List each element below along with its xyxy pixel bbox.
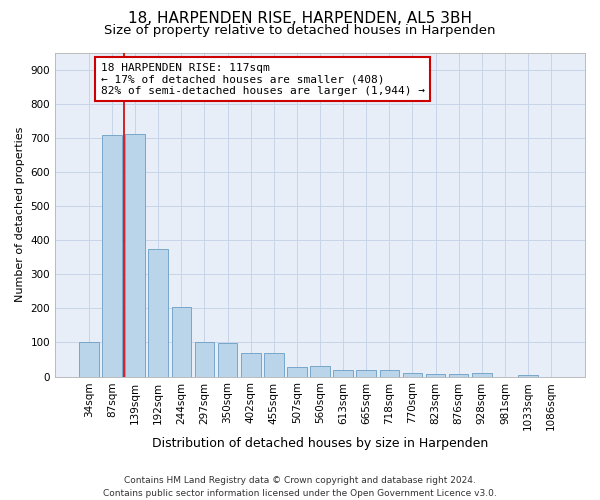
Bar xyxy=(148,248,168,376)
Bar xyxy=(241,352,260,376)
Bar xyxy=(218,343,238,376)
Text: Contains HM Land Registry data © Crown copyright and database right 2024.
Contai: Contains HM Land Registry data © Crown c… xyxy=(103,476,497,498)
Bar xyxy=(449,374,469,376)
Bar xyxy=(102,136,122,376)
Bar xyxy=(356,370,376,376)
Bar xyxy=(472,373,491,376)
Bar xyxy=(172,306,191,376)
Bar xyxy=(403,373,422,376)
Text: 18, HARPENDEN RISE, HARPENDEN, AL5 3BH: 18, HARPENDEN RISE, HARPENDEN, AL5 3BH xyxy=(128,11,472,26)
Bar xyxy=(334,370,353,376)
Bar xyxy=(426,374,445,376)
Bar xyxy=(380,370,399,376)
Bar xyxy=(194,342,214,376)
X-axis label: Distribution of detached houses by size in Harpenden: Distribution of detached houses by size … xyxy=(152,437,488,450)
Y-axis label: Number of detached properties: Number of detached properties xyxy=(15,127,25,302)
Text: 18 HARPENDEN RISE: 117sqm
← 17% of detached houses are smaller (408)
82% of semi: 18 HARPENDEN RISE: 117sqm ← 17% of detac… xyxy=(101,62,425,96)
Bar xyxy=(518,375,538,376)
Bar xyxy=(264,352,284,376)
Text: Size of property relative to detached houses in Harpenden: Size of property relative to detached ho… xyxy=(104,24,496,37)
Bar xyxy=(79,342,99,376)
Bar xyxy=(125,134,145,376)
Bar xyxy=(287,367,307,376)
Bar xyxy=(310,366,330,376)
